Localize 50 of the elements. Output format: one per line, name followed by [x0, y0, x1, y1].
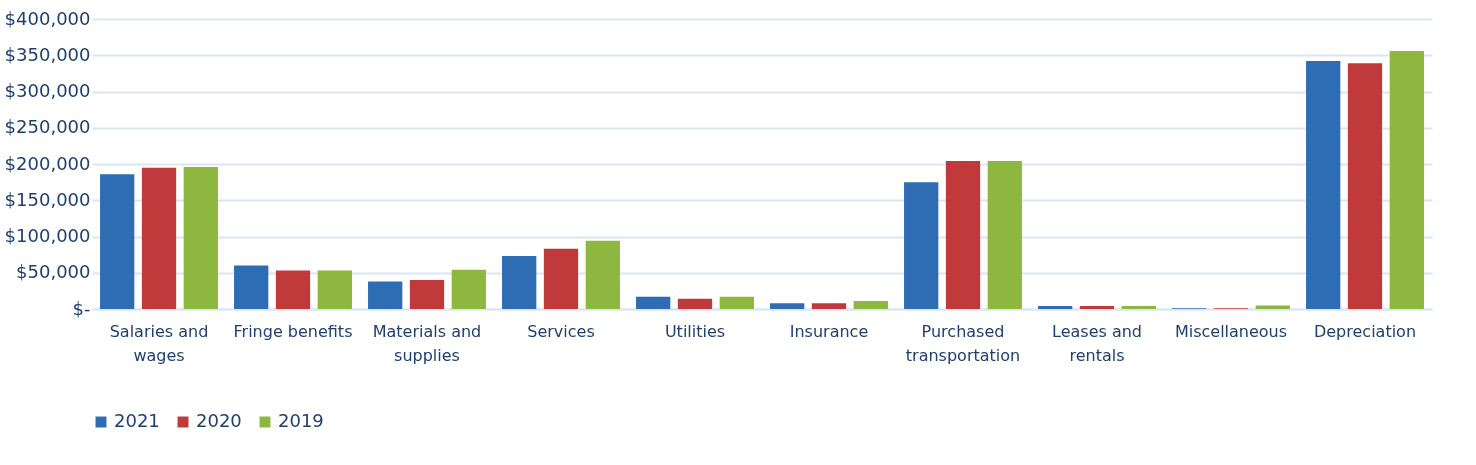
bar — [1121, 306, 1156, 309]
y-tick-label: $300,000 — [4, 80, 91, 101]
bar — [719, 296, 754, 309]
legend-label: 2019 — [278, 410, 324, 431]
bar — [585, 240, 620, 309]
bar — [317, 270, 352, 309]
y-tick-label: $350,000 — [4, 43, 91, 65]
bar — [368, 281, 403, 309]
y-tick-label: $150,000 — [4, 188, 91, 210]
legend-label: 2021 — [114, 410, 160, 431]
x-tick-label: Purchased transportation — [905, 321, 1021, 365]
bar — [543, 248, 579, 309]
bar — [409, 280, 445, 309]
bar — [770, 303, 805, 309]
bar — [677, 298, 713, 309]
bar — [811, 303, 847, 309]
bar — [1347, 63, 1383, 309]
bar — [141, 167, 177, 309]
bar — [183, 166, 218, 309]
bar — [451, 269, 486, 309]
bar — [636, 296, 671, 309]
bar — [1389, 50, 1424, 309]
bar — [1255, 305, 1290, 309]
x-tick-label: Fringe benefits — [233, 321, 353, 341]
y-tick-label: $200,000 — [4, 152, 91, 174]
y-tick-label: $250,000 — [4, 116, 91, 138]
x-tick-label: Depreciation — [1313, 321, 1417, 341]
bar — [1306, 61, 1341, 309]
bar — [234, 265, 269, 309]
bar — [853, 301, 888, 309]
x-tick-label: Services — [527, 321, 595, 341]
x-tick-label: Utilities — [664, 321, 726, 341]
bar — [100, 174, 135, 309]
x-tick-label: Leases and rentals — [1052, 321, 1142, 365]
x-tick-label: Insurance — [789, 321, 869, 341]
bar — [1079, 306, 1115, 309]
x-tick-label: Materials and supplies — [372, 321, 482, 365]
bar — [1038, 306, 1073, 309]
y-tick-label: $50,000 — [16, 261, 91, 283]
y-tick-label: $100,000 — [4, 225, 91, 246]
bar — [275, 270, 311, 309]
y-tick-label: $- — [72, 297, 91, 319]
x-tick-label: Salaries and wages — [109, 321, 209, 365]
y-tick-label: $400,000 — [4, 7, 91, 29]
bar — [904, 182, 939, 309]
bar — [987, 161, 1022, 309]
x-tick-label: Miscellaneous — [1174, 321, 1288, 341]
bar — [945, 161, 981, 309]
bar — [502, 256, 537, 309]
legend-label: 2020 — [196, 410, 242, 431]
